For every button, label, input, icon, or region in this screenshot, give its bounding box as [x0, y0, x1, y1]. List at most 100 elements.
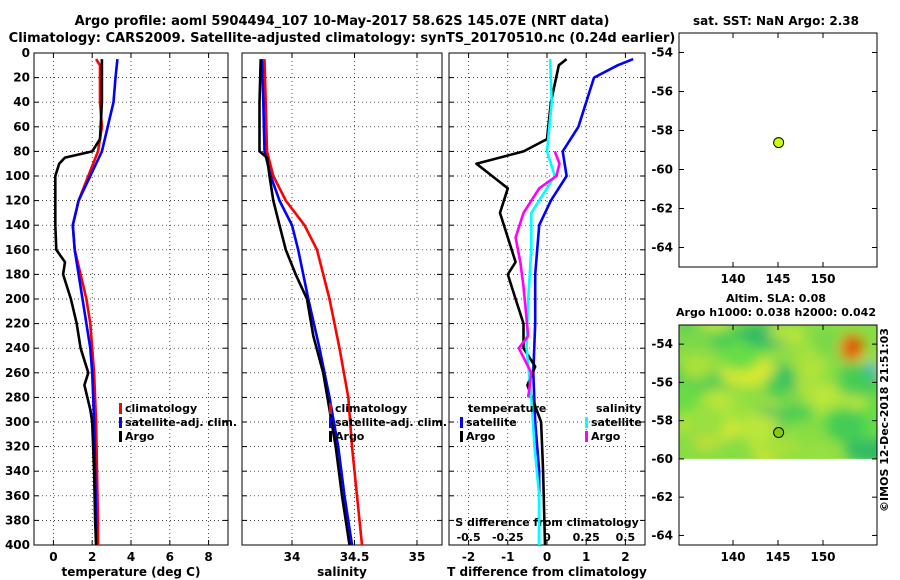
difference-stick-label: 0.25 [573, 531, 600, 544]
sla-map-xtick-label: 140 [720, 550, 745, 564]
sla-heatmap-cell [720, 344, 760, 371]
sst-map-ytick-label: -60 [651, 163, 673, 177]
sla-map-ytick-label: -58 [651, 414, 673, 428]
difference-legend-s-argo-label: Argo [591, 430, 621, 443]
temperature-line-satellite-adj-clim [71, 58, 119, 545]
temperature-ytick-label: 100 [5, 169, 30, 183]
temperature-ytick-label: 200 [5, 292, 30, 306]
sla-heatmap-cell [844, 393, 868, 410]
temperature-ytick-label: 180 [5, 267, 30, 281]
sla-map-ytick-label: -56 [651, 375, 673, 389]
header-line-2: Climatology: CARS2009. Satellite-adjuste… [9, 31, 676, 46]
difference-line-s-satellite [525, 59, 557, 545]
temperature-ytick-label: 0 [22, 46, 30, 60]
temperature-xtick-label: 2 [88, 550, 96, 564]
salinity-legend-argo-swatch [329, 431, 332, 442]
difference-stick-label: 0 [543, 531, 551, 544]
sla-map-ytick-label: -54 [651, 337, 673, 351]
temperature-ytick-label: 20 [13, 71, 30, 85]
salinity-legend-climatology-swatch [329, 403, 332, 414]
sst-map-xtick-label: 150 [810, 272, 835, 286]
salinity-legend-satellite-adj-clim-swatch [329, 417, 332, 428]
sla-heatmap-cell [679, 351, 715, 380]
salinity-line-climatology [263, 59, 364, 546]
temperature-xtick-label: 4 [127, 550, 135, 564]
sst-map-ytick-label: -62 [651, 202, 673, 216]
temperature-ytick-label: 320 [5, 440, 30, 454]
sst-map-title: sat. SST: NaN Argo: 2.38 [693, 14, 859, 28]
difference-legend-temperature-title: temperature [468, 402, 546, 415]
difference-xtick-label: -2 [462, 550, 475, 564]
sst-map-xtick-label: 145 [765, 272, 790, 286]
temperature-xtick-label: 0 [49, 550, 57, 564]
sla-heatmap-cell [684, 404, 727, 440]
temperature-ytick-label: 240 [5, 341, 30, 355]
temperature-ytick-label: 140 [5, 218, 30, 232]
difference-legend-t-satellite-swatch [460, 417, 463, 428]
salinity-xtick-label: 35 [409, 550, 426, 564]
temperature-xtick-label: 8 [204, 550, 212, 564]
sla-heatmap-high-cell [692, 437, 720, 450]
difference-line-t-argo [475, 58, 568, 546]
sla-map-xtick-label: 145 [765, 550, 790, 564]
temperature-ytick-label: 360 [5, 489, 30, 503]
sla-heatmap-cell [765, 372, 786, 400]
credit-text: ©IMOS 12-Dec-2018 21:51:03 [878, 328, 891, 512]
temperature-ytick-label: 40 [13, 95, 30, 109]
sla-heatmap-cell [679, 326, 714, 362]
sla-heatmap-cell [840, 362, 870, 381]
temperature-line-climatology [71, 58, 104, 545]
temperature-ytick-label: 160 [5, 243, 30, 257]
sla-map-xtick-label: 150 [810, 550, 835, 564]
difference-xtick-label: 0 [543, 550, 551, 564]
temperature-legend-satellite-adj-clim-label: satellite-adj. clim. [125, 416, 237, 429]
temperature-ytick-label: 60 [13, 120, 30, 134]
sst-map-xtick-label: 140 [720, 272, 745, 286]
difference-legend-t-argo-swatch [460, 431, 463, 442]
sla-heatmap-cell [789, 353, 823, 368]
temperature-ytick-label: 400 [5, 538, 30, 552]
temperature-legend-satellite-adj-clim-swatch [119, 417, 122, 428]
difference-xtick-label: 1 [582, 550, 590, 564]
header-line-1: Argo profile: aoml 5904494_107 10-May-20… [75, 14, 610, 29]
sst-map-ytick-label: -64 [651, 241, 673, 255]
temperature-legend-argo-label: Argo [125, 430, 155, 443]
difference-stick-label: 0.5 [616, 531, 636, 544]
salinity-line-satellite-adj-clim [260, 59, 354, 546]
difference-stick-label: -0.25 [492, 531, 524, 544]
sst-map-ytick-label: -54 [651, 46, 673, 60]
sla-heatmap-field [679, 325, 877, 459]
difference-legend-t-argo-label: Argo [466, 430, 496, 443]
sst-map-ytick-label: -56 [651, 85, 673, 99]
sla-heatmap-cell [776, 406, 814, 421]
difference-line-s-argo [514, 150, 561, 398]
salinity-legend-climatology-label: climatology [335, 402, 407, 415]
temperature-ytick-label: 260 [5, 366, 30, 380]
temperature-ytick-label: 120 [5, 194, 30, 208]
salinity-xlabel: salinity [317, 565, 367, 579]
temperature-legend-climatology-label: climatology [125, 402, 197, 415]
difference-xtick-label: -1 [501, 550, 514, 564]
sla-map-ytick-label: -60 [651, 452, 673, 466]
sla-heatmap-cell [798, 443, 841, 459]
sla-heatmap-cell [826, 408, 868, 443]
temperature-ytick-label: 340 [5, 464, 30, 478]
salinity-xtick-label: 34 [284, 550, 301, 564]
temperature-legend-climatology-swatch [119, 403, 122, 414]
sst-map-frame [678, 32, 878, 268]
difference-xlabel: T difference from climatology [447, 565, 647, 579]
difference-legend-salinity-title: salinity [596, 402, 642, 415]
temperature-ytick-label: 80 [13, 144, 30, 158]
difference-legend-s-argo-swatch [585, 431, 588, 442]
sla-heatmap-hot-cell [848, 338, 859, 355]
difference-xtick-label: 2 [621, 550, 629, 564]
salinity-legend-satellite-adj-clim-label: satellite-adj. clim. [335, 416, 447, 429]
difference-xlabel-top: S difference from climatology [455, 516, 639, 529]
temperature-ytick-label: 380 [5, 513, 30, 527]
sla-heatmap-cell [744, 426, 771, 447]
sla-heatmap-cool-cell [866, 361, 877, 377]
salinity-line-argo [258, 59, 351, 546]
sla-heatmap-cell [767, 325, 805, 340]
sla-heatmap [679, 325, 877, 459]
